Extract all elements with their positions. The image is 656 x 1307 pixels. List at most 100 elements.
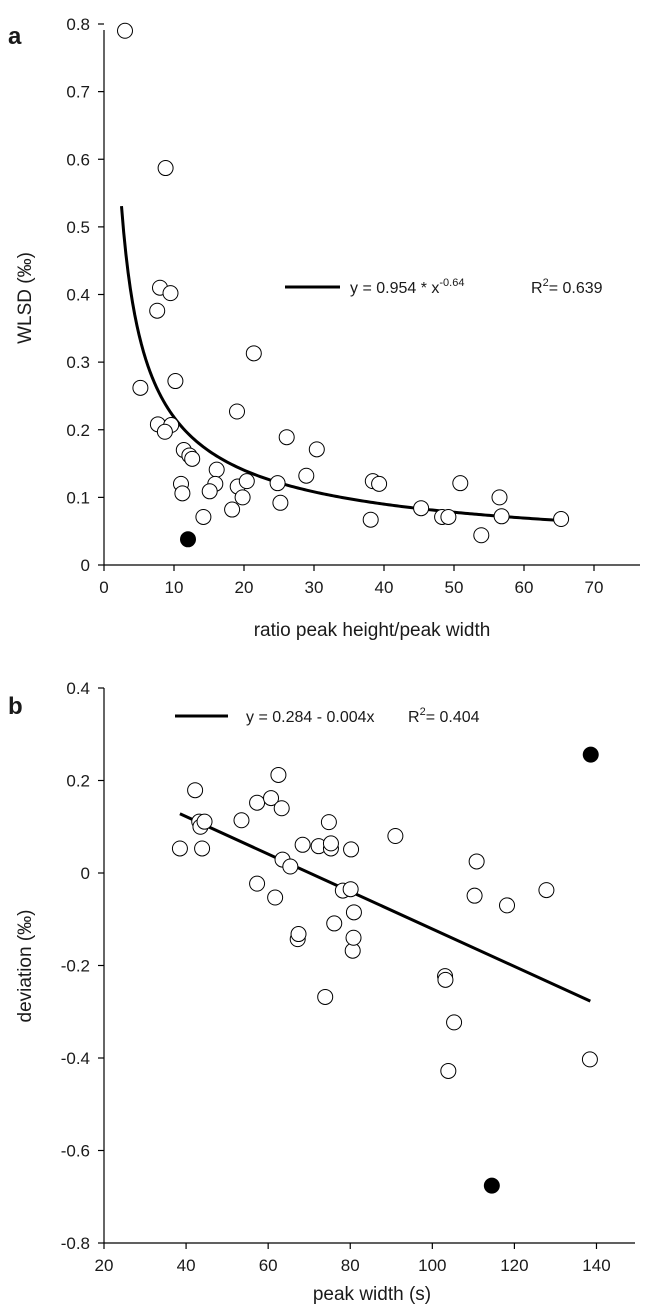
panel-a-legend-r2: R2= 0.639 (531, 277, 603, 297)
panel-a-x-axis-label: ratio peak height/peak width (254, 620, 491, 641)
panel-a-y-tick-label: 0.8 (66, 15, 90, 34)
panel-a-open-point (298, 467, 315, 484)
panel-b-y-tick-label: -0.2 (61, 957, 90, 976)
panel-a-open-point (184, 450, 201, 467)
panel-a-y-tick-label: 0 (81, 556, 90, 575)
panel-b-x-tick-label: 80 (341, 1256, 360, 1275)
panel-a-x-tick-label: 50 (445, 578, 464, 597)
panel-a-x-tick-label: 60 (515, 578, 534, 597)
panel-b-open-point (343, 841, 360, 858)
panel-a-open-point (278, 429, 295, 446)
panel-a-open-point (229, 403, 245, 420)
panel-b-open-point (233, 812, 250, 829)
panel-a-r2-prefix: R (531, 280, 543, 297)
panel-b: b -0.8 -0.6 -0.4 -0.2 0 0.2 0.4 20 40 60 80 100 120… (8, 679, 635, 1305)
panel-a-y-axis-label: WLSD (‰) (15, 252, 36, 344)
panel-b-y-axis-label: deviation (‰) (15, 910, 36, 1023)
panel-b-filled-point (582, 746, 599, 763)
panel-a-points (117, 22, 570, 548)
panel-b-open-point (387, 828, 404, 844)
panel-b-open-point (273, 800, 290, 817)
panel-b-open-point (249, 875, 266, 892)
panel-b-legend: y = 0.284 - 0.004x R2= 0.404 (175, 706, 480, 726)
panel-b-label: b (8, 693, 23, 720)
panel-b-fit-line (179, 812, 591, 1003)
panel-b-open-point (294, 836, 311, 853)
panel-a-y-tick-label: 0.3 (66, 353, 90, 372)
panel-a-equation-exponent: -0.64 (439, 277, 464, 289)
panel-a-open-point (234, 489, 251, 506)
panel-a-y-ticks: 0 0.1 0.2 0.3 0.4 0.5 0.6 0.7 0.8 (66, 15, 104, 575)
panel-b-x-tick-label: 100 (418, 1256, 446, 1275)
panel-b-open-point (282, 858, 299, 875)
panel-a-open-point (156, 423, 173, 440)
panel-b-open-point (342, 881, 359, 898)
panel-b-open-point (249, 794, 266, 811)
panel-b-open-point (446, 1014, 463, 1031)
panel-a-r2-sup: 2 (543, 277, 549, 289)
panel-b-y-tick-label: 0.2 (66, 772, 90, 791)
panel-a-open-point (491, 489, 508, 506)
panel-b-open-point (267, 889, 284, 906)
panel-a-x-tick-label: 10 (165, 578, 184, 597)
panel-a-open-point (132, 379, 149, 396)
panel-b-y-ticks: -0.8 -0.6 -0.4 -0.2 0 0.2 0.4 (61, 679, 104, 1253)
panel-b-x-ticks: 20 40 60 80 100 120 140 (95, 1243, 611, 1275)
panel-b-r2-prefix: R (408, 709, 420, 726)
panel-a-open-point (553, 511, 570, 528)
panel-a-equation-main: y = 0.954 * x (350, 280, 439, 297)
panel-a-open-point (245, 345, 262, 362)
panel-a-y-tick-label: 0.5 (66, 218, 90, 237)
panel-b-open-point (171, 840, 188, 857)
panel-b-x-axis-label: peak width (s) (313, 1284, 431, 1305)
panel-a-open-point (117, 22, 133, 39)
panel-a-x-tick-label: 70 (585, 578, 604, 597)
panel-a-open-point (413, 500, 430, 517)
panel-b-open-point (326, 915, 343, 932)
panel-a-open-point (201, 483, 218, 500)
panel-a: a 0 0.1 0.2 0.3 0.4 0.5 0.6 0.7 0.8 0 10 20 30 40 50 6… (8, 15, 640, 641)
panel-b-y-tick-label: 0 (81, 864, 90, 883)
panel-b-legend-r2: R2= 0.404 (408, 706, 480, 726)
panel-b-points (171, 746, 599, 1194)
panel-a-y-tick-label: 0.6 (66, 150, 90, 169)
panel-a-open-point (174, 485, 191, 502)
panel-b-open-point (499, 897, 516, 914)
panel-a-open-point (371, 475, 388, 492)
panel-a-x-tick-label: 20 (235, 578, 254, 597)
panel-a-open-point (272, 494, 289, 511)
panel-b-x-tick-label: 20 (95, 1256, 114, 1275)
panel-b-y-tick-label: -0.8 (61, 1234, 90, 1253)
panel-a-legend: y = 0.954 * x-0.64 R2= 0.639 (285, 277, 603, 297)
panel-a-x-tick-label: 0 (99, 578, 108, 597)
panel-a-y-tick-label: 0.1 (66, 488, 90, 507)
panel-b-open-point (345, 904, 362, 921)
panel-a-open-point (224, 501, 241, 518)
panel-a-open-point (208, 461, 225, 478)
panel-b-open-point (437, 971, 454, 988)
panel-b-r2-sup: 2 (420, 706, 426, 718)
panel-b-open-point (187, 782, 204, 799)
panel-b-legend-equation: y = 0.284 - 0.004x (246, 709, 375, 726)
panel-a-y-tick-label: 0.4 (66, 286, 90, 305)
panel-b-open-point (194, 840, 211, 857)
panel-a-x-tick-label: 30 (305, 578, 324, 597)
panel-a-x-ticks: 0 10 20 30 40 50 60 70 (99, 565, 603, 597)
panel-b-open-point (468, 853, 485, 870)
panel-b-open-point (196, 813, 213, 830)
panel-a-x-tick-label: 40 (375, 578, 394, 597)
panel-b-x-tick-label: 60 (259, 1256, 278, 1275)
panel-a-open-point (362, 511, 379, 528)
panel-a-open-point (157, 160, 174, 177)
panel-a-fit-curve (120, 205, 563, 523)
panel-a-legend-equation: y = 0.954 * x-0.64 (350, 277, 464, 297)
panel-b-open-point (322, 835, 339, 852)
panel-a-open-point (473, 527, 490, 544)
panel-b-open-point (263, 790, 280, 807)
panel-b-open-point (320, 814, 337, 831)
panel-a-open-point (440, 508, 457, 525)
panel-b-y-tick-label: 0.4 (66, 679, 90, 698)
panel-a-y-tick-label: 0.7 (66, 83, 90, 102)
panel-a-y-tick-label: 0.2 (66, 421, 90, 440)
